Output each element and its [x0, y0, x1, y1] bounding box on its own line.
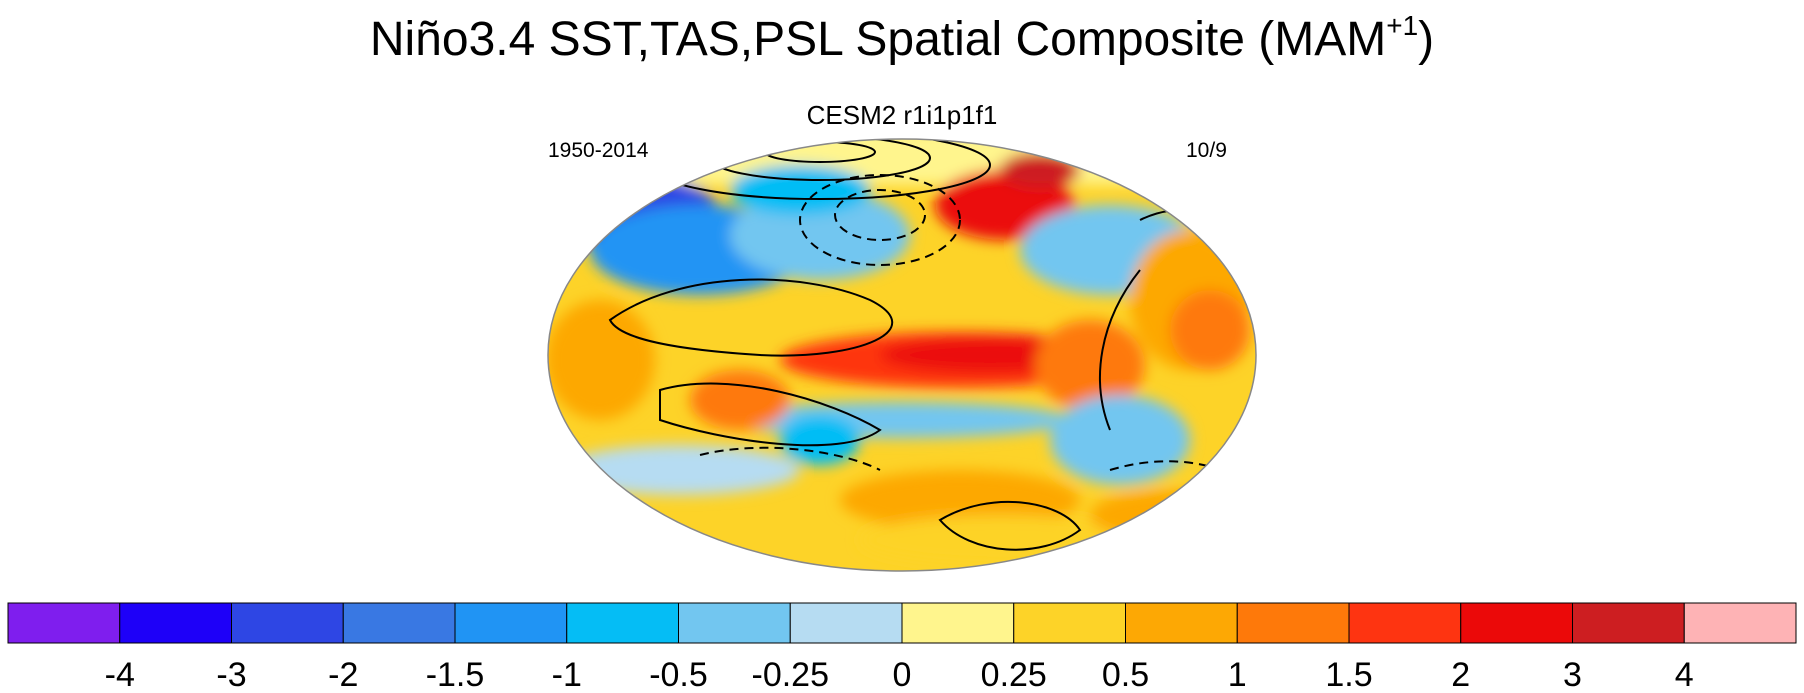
colorbar-tick-label: 4	[1675, 656, 1694, 693]
colorbar-tick-label: -1.5	[426, 656, 485, 693]
colorbar-boxes	[7, 602, 1797, 644]
colorbar-tick-label: 0.25	[981, 656, 1047, 693]
colorbar-tick-label: -3	[216, 656, 246, 693]
colorbar-box	[1460, 602, 1573, 644]
colorbar-box	[789, 602, 903, 644]
colorbar-box	[119, 602, 232, 644]
colorbar-box	[342, 602, 456, 644]
colorbar-box	[1125, 602, 1238, 644]
colorbar-box	[1572, 602, 1685, 644]
colorbar-box	[1348, 602, 1462, 644]
period-label: 1950-2014	[548, 139, 649, 162]
colorbar-box	[454, 602, 568, 644]
chart-subtitle: CESM2 r1i1p1f1	[806, 100, 998, 130]
psl-negative-contours	[699, 174, 1241, 481]
colorbar-tick-label: 0.5	[1102, 656, 1149, 693]
colorbar-tick-label: -1	[552, 656, 582, 693]
colorbar-tick-label: -4	[105, 656, 135, 693]
chart-title: Niño3.4 SST,TAS,PSL Spatial Composite (M…	[0, 8, 1804, 72]
colorbar-tick-label: 2	[1451, 656, 1470, 693]
colorbar-box	[231, 602, 344, 644]
colorbar-box	[1236, 602, 1350, 644]
colorbar-box	[1683, 602, 1797, 644]
colorbar-tick-label: -2	[328, 656, 358, 693]
colorbar-box	[901, 602, 1015, 644]
colorbar-tick-label: 1	[1228, 656, 1247, 693]
colorbar-tick-label: 3	[1563, 656, 1582, 693]
chart-title-superscript: +1	[1386, 10, 1419, 41]
colorbar-labels: -4 -3 -2 -1.5 -1 -0.5 -0.25 0 0.25 0.5 1 1.5 2 3 4	[105, 656, 1694, 693]
colorbar-box	[566, 602, 679, 644]
colorbar-tick-label: 1.5	[1325, 656, 1372, 693]
colorbar-box	[678, 602, 791, 644]
ratio-label: 10/9	[1186, 139, 1227, 162]
colorbar-tick-label: -0.25	[752, 656, 830, 693]
chart-title-text: Niño3.4 SST,TAS,PSL Spatial Composite (M…	[369, 13, 1387, 66]
colorbar-tick-label: -0.5	[649, 656, 708, 693]
colorbar-box	[7, 602, 121, 644]
map-border	[547, 138, 1257, 572]
colorbar-box	[1013, 602, 1126, 644]
chart-title-close: )	[1418, 13, 1435, 66]
colorbar-tick-label: 0	[893, 656, 912, 693]
